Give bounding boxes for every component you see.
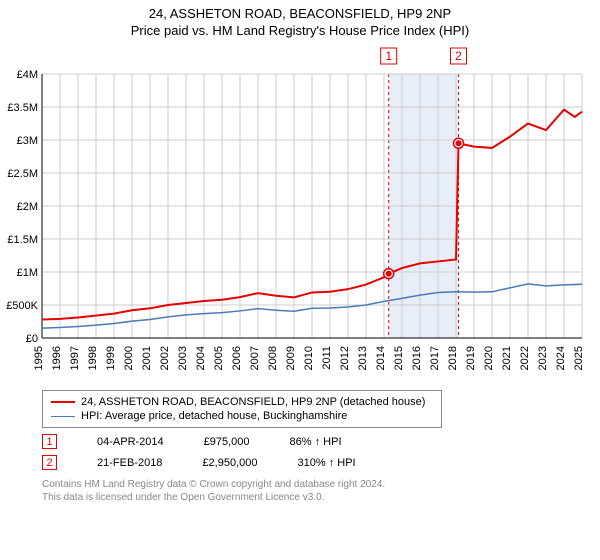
transaction-marker: 2 [42,455,57,470]
line-chart: £0 £500K £1M £1.5M £2M £2.5M £3M £3.5M £4M 1995 19… [0,44,600,384]
legend: 24, ASSHETON ROAD, BEACONSFIELD, HP9 2NP… [42,390,442,428]
svg-text:2007: 2007 [249,346,261,370]
svg-text:2021: 2021 [501,346,513,370]
svg-text:2005: 2005 [213,346,225,370]
svg-text:1996: 1996 [51,346,63,370]
transaction-date: 04-APR-2014 [97,436,164,448]
svg-text:£1.5M: £1.5M [7,234,38,246]
svg-text:2019: 2019 [465,346,477,370]
svg-text:2003: 2003 [177,346,189,370]
svg-text:2: 2 [455,49,462,63]
svg-text:£1M: £1M [17,267,38,279]
svg-text:2017: 2017 [429,346,441,370]
svg-text:2023: 2023 [537,346,549,370]
transaction-row: 2 21-FEB-2018 £2,950,000 310% ↑ HPI [42,455,600,470]
svg-text:£500K: £500K [6,300,38,312]
svg-text:2022: 2022 [519,346,531,370]
svg-text:£2.5M: £2.5M [7,168,38,180]
svg-text:2024: 2024 [555,346,567,370]
transaction-marker: 1 [42,434,57,449]
svg-text:£3M: £3M [17,135,38,147]
svg-text:2014: 2014 [375,346,387,370]
transaction-hpi: 86% ↑ HPI [290,436,342,448]
svg-text:2013: 2013 [357,346,369,370]
svg-text:1997: 1997 [69,346,81,370]
legend-item: HPI: Average price, detached house, Buck… [51,409,433,423]
svg-text:2016: 2016 [411,346,423,370]
legend-label: 24, ASSHETON ROAD, BEACONSFIELD, HP9 2NP… [81,396,425,408]
svg-text:2004: 2004 [195,346,207,370]
svg-text:2006: 2006 [231,346,243,370]
svg-text:2018: 2018 [447,346,459,370]
svg-text:1998: 1998 [87,346,99,370]
svg-text:1995: 1995 [33,346,45,370]
page-subtitle: Price paid vs. HM Land Registry's House … [0,21,600,44]
chart-area: £0 £500K £1M £1.5M £2M £2.5M £3M £3.5M £4M 1995 19… [0,44,600,384]
svg-text:2010: 2010 [303,346,315,370]
legend-item: 24, ASSHETON ROAD, BEACONSFIELD, HP9 2NP… [51,395,433,409]
svg-text:2015: 2015 [393,346,405,370]
transaction-price: £975,000 [204,436,250,448]
page-title: 24, ASSHETON ROAD, BEACONSFIELD, HP9 2NP [0,0,600,21]
transaction-row: 1 04-APR-2014 £975,000 86% ↑ HPI [42,434,600,449]
svg-text:2012: 2012 [339,346,351,370]
svg-text:2001: 2001 [141,346,153,370]
transaction-price: £2,950,000 [202,457,257,469]
footer-line: This data is licensed under the Open Gov… [42,491,600,504]
svg-text:2002: 2002 [159,346,171,370]
svg-text:2025: 2025 [573,346,585,370]
transaction-hpi: 310% ↑ HPI [298,457,356,469]
svg-text:£3.5M: £3.5M [7,102,38,114]
svg-text:£2M: £2M [17,201,38,213]
svg-text:2011: 2011 [321,346,333,370]
svg-text:2000: 2000 [123,346,135,370]
svg-text:2009: 2009 [285,346,297,370]
svg-text:1999: 1999 [105,346,117,370]
svg-text:2008: 2008 [267,346,279,370]
svg-text:£0: £0 [26,333,38,345]
legend-swatch [51,416,75,417]
legend-swatch [51,401,75,403]
transaction-date: 21-FEB-2018 [97,457,162,469]
svg-text:2020: 2020 [483,346,495,370]
svg-text:1: 1 [385,49,392,63]
footer-line: Contains HM Land Registry data © Crown c… [42,478,600,491]
legend-label: HPI: Average price, detached house, Buck… [81,410,347,422]
footer-attribution: Contains HM Land Registry data © Crown c… [42,478,600,504]
svg-text:£4M: £4M [17,69,38,81]
